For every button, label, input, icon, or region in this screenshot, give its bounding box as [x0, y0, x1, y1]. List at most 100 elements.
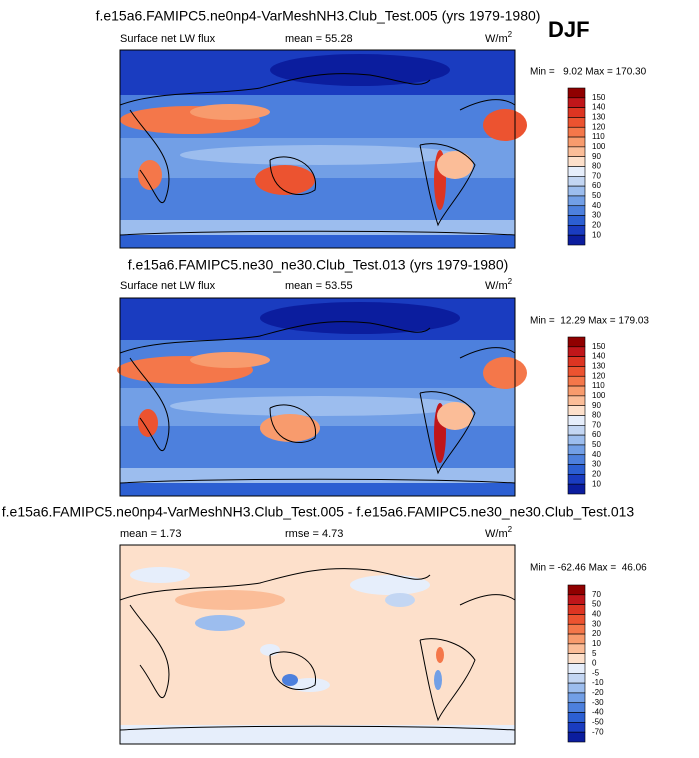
colorbar-box [567, 434, 586, 446]
colorbar-label: -30 [592, 698, 604, 707]
units-base: W/m [485, 33, 508, 45]
map-field [120, 483, 515, 496]
units-label: W/m2 [485, 30, 513, 45]
colorbar-box [567, 464, 586, 475]
colorbar-label: 50 [592, 440, 601, 449]
colorbar-box [567, 215, 586, 226]
colorbar-box [567, 405, 586, 416]
colorbar-label: 10 [592, 479, 601, 488]
colorbar-label: 70 [592, 420, 601, 429]
colorbar-label: 5 [592, 649, 597, 658]
colorbar-label: 110 [592, 381, 605, 390]
colorbar-label: -50 [592, 717, 604, 726]
colorbar-box [567, 474, 586, 485]
colorbar-box [567, 623, 586, 635]
colorbar-box [567, 731, 586, 743]
coastline [119, 568, 516, 731]
colorbar-label: 90 [592, 152, 601, 161]
colorbar-label: 150 [592, 93, 606, 102]
colorbar-label: 0 [592, 659, 597, 668]
colorbar-box [567, 234, 586, 246]
colorbar-box [567, 87, 586, 99]
colorbar-label: 130 [592, 362, 606, 371]
map-field [483, 357, 527, 389]
colorbar-label: 100 [592, 142, 606, 151]
variable-label: Surface net LW flux [120, 280, 216, 292]
colorbar-label: 30 [592, 211, 601, 220]
colorbar-box [567, 673, 586, 684]
colorbar-label: -10 [592, 678, 604, 687]
map-field [190, 104, 270, 120]
map-field [120, 725, 515, 744]
colorbar-label: 90 [592, 401, 601, 410]
colorbar-box [567, 205, 586, 216]
map-field [180, 145, 460, 165]
colorbar-label: 30 [592, 460, 601, 469]
colorbar-box [567, 356, 586, 367]
colorbar-label: 140 [592, 103, 606, 112]
colorbar-label: 60 [592, 430, 601, 439]
map-frame [119, 297, 516, 497]
map-field [385, 593, 415, 607]
map-field [195, 615, 245, 631]
colorbar-box [567, 126, 586, 138]
colorbar-box [567, 156, 586, 167]
colorbar-label: 70 [592, 590, 601, 599]
map-field [138, 409, 158, 437]
colorbar-box [567, 594, 586, 605]
map-field [255, 165, 315, 195]
map-frame [119, 544, 516, 745]
colorbar-label: 20 [592, 220, 601, 229]
colorbar-box [567, 604, 586, 615]
coastline [119, 321, 516, 484]
coastline [119, 73, 516, 236]
panel-title: f.e15a6.FAMIPC5.ne30_ne30.Club_Test.013 … [128, 257, 509, 273]
minmax-label: Min = 9.02 Max = 170.30 [530, 67, 647, 78]
colorbar-label: 40 [592, 610, 601, 619]
map-field [260, 302, 460, 334]
map [119, 49, 527, 249]
colorbar-box [567, 185, 586, 197]
units-label: W/m2 [485, 525, 513, 540]
colorbar-box [567, 722, 586, 733]
colorbar-box [567, 584, 586, 596]
colorbar-label: 30 [592, 619, 601, 628]
colorbar-box [567, 136, 586, 148]
mean-label: mean = 55.28 [285, 33, 353, 45]
map-field [437, 402, 473, 430]
units-label: W/m2 [485, 277, 513, 292]
map-field [175, 590, 285, 610]
map-field [436, 647, 444, 663]
colorbar-box [567, 395, 586, 406]
colorbar-box [567, 614, 586, 625]
panel-title: f.e15a6.FAMIPC5.ne0np4-VarMeshNH3.Club_T… [2, 504, 635, 520]
colorbar-label: 140 [592, 352, 606, 361]
units-sup: 2 [508, 525, 513, 534]
colorbar-box [567, 146, 586, 157]
colorbar-box [567, 653, 586, 664]
mean-label: mean = 1.73 [120, 528, 181, 540]
colorbar-label: 10 [592, 230, 601, 239]
colorbar-label: -40 [592, 708, 604, 717]
map-field [190, 352, 270, 368]
minmax-label: Min = -62.46 Max = 46.06 [530, 563, 647, 574]
colorbar-box [567, 195, 586, 207]
colorbar-box [567, 692, 586, 704]
colorbar-box [567, 483, 586, 495]
map-field [350, 575, 430, 595]
colorbar-box [567, 415, 586, 426]
map-field [138, 160, 162, 190]
colorbar-label: 70 [592, 171, 601, 180]
colorbar-box [567, 366, 586, 377]
colorbar-box [567, 682, 586, 694]
map [117, 297, 527, 497]
colorbar-box [567, 375, 586, 387]
colorbar-box [567, 712, 586, 723]
units-sup: 2 [508, 30, 513, 39]
colorbar-label: 130 [592, 113, 606, 122]
colorbar-box [567, 176, 586, 187]
map-field [290, 678, 330, 692]
colorbar-box [567, 702, 586, 713]
colorbar-label: 40 [592, 201, 601, 210]
